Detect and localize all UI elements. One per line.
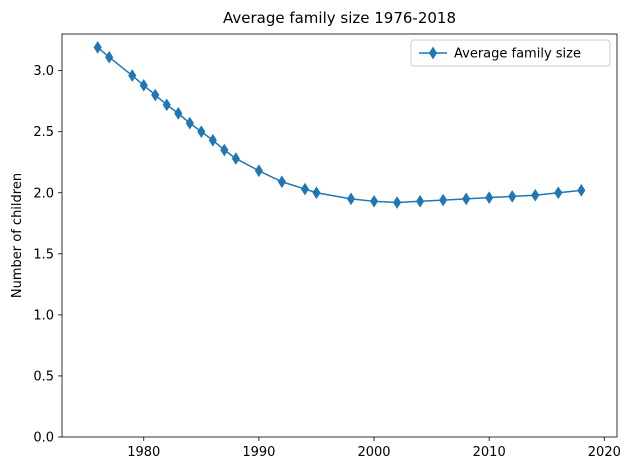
data-point — [93, 41, 102, 54]
data-point — [220, 143, 229, 157]
plot-area — [62, 34, 617, 437]
data-point — [197, 125, 206, 139]
y-axis: 0.0 0.5 1.0 1.5 2.0 2.5 3.0 — [33, 64, 62, 446]
data-point — [174, 107, 183, 120]
y-tick-label: 0.0 — [33, 431, 54, 446]
data-point — [151, 88, 160, 102]
x-tick-label: 2010 — [473, 445, 506, 460]
data-point — [105, 50, 114, 64]
data-point — [392, 196, 402, 209]
data-point — [485, 191, 494, 204]
plot-frame — [61, 33, 618, 438]
data-point — [346, 192, 356, 206]
legend-label: Average family size — [454, 47, 581, 62]
data-point — [369, 194, 379, 208]
data-point — [300, 182, 310, 196]
data-point — [462, 192, 471, 206]
data-point — [577, 183, 586, 197]
y-tick-label: 0.5 — [33, 369, 54, 384]
x-tick-label: 1980 — [127, 445, 160, 460]
x-axis: 1980 1990 2000 2010 2020 — [127, 437, 621, 460]
data-point — [128, 69, 137, 82]
legend-marker — [428, 46, 438, 60]
data-point — [139, 78, 148, 92]
data-point — [531, 188, 540, 202]
y-tick-label: 2.0 — [33, 186, 54, 201]
series-layer — [93, 41, 586, 209]
data-point — [416, 194, 425, 208]
y-tick-label: 1.0 — [33, 308, 54, 323]
y-tick-label: 2.5 — [33, 125, 54, 140]
legend-box — [410, 39, 611, 67]
data-point — [231, 152, 240, 165]
y-axis-label: Number of children — [10, 173, 25, 298]
data-point — [554, 186, 563, 200]
x-tick-label: 2000 — [357, 445, 390, 460]
data-point — [208, 133, 217, 147]
data-point — [439, 193, 448, 207]
y-tick-label: 1.5 — [33, 247, 54, 262]
x-tick-label: 2020 — [588, 445, 621, 460]
data-point — [162, 98, 171, 112]
data-point — [254, 164, 263, 178]
data-point — [312, 186, 321, 200]
chart-title: Average family size 1976-2018 — [223, 9, 456, 27]
y-tick-label: 3.0 — [33, 64, 54, 79]
x-tick-label: 1990 — [242, 445, 275, 460]
data-point — [508, 190, 517, 203]
data-point — [277, 175, 287, 189]
legend: Average family size — [410, 39, 611, 67]
data-point — [185, 116, 194, 130]
